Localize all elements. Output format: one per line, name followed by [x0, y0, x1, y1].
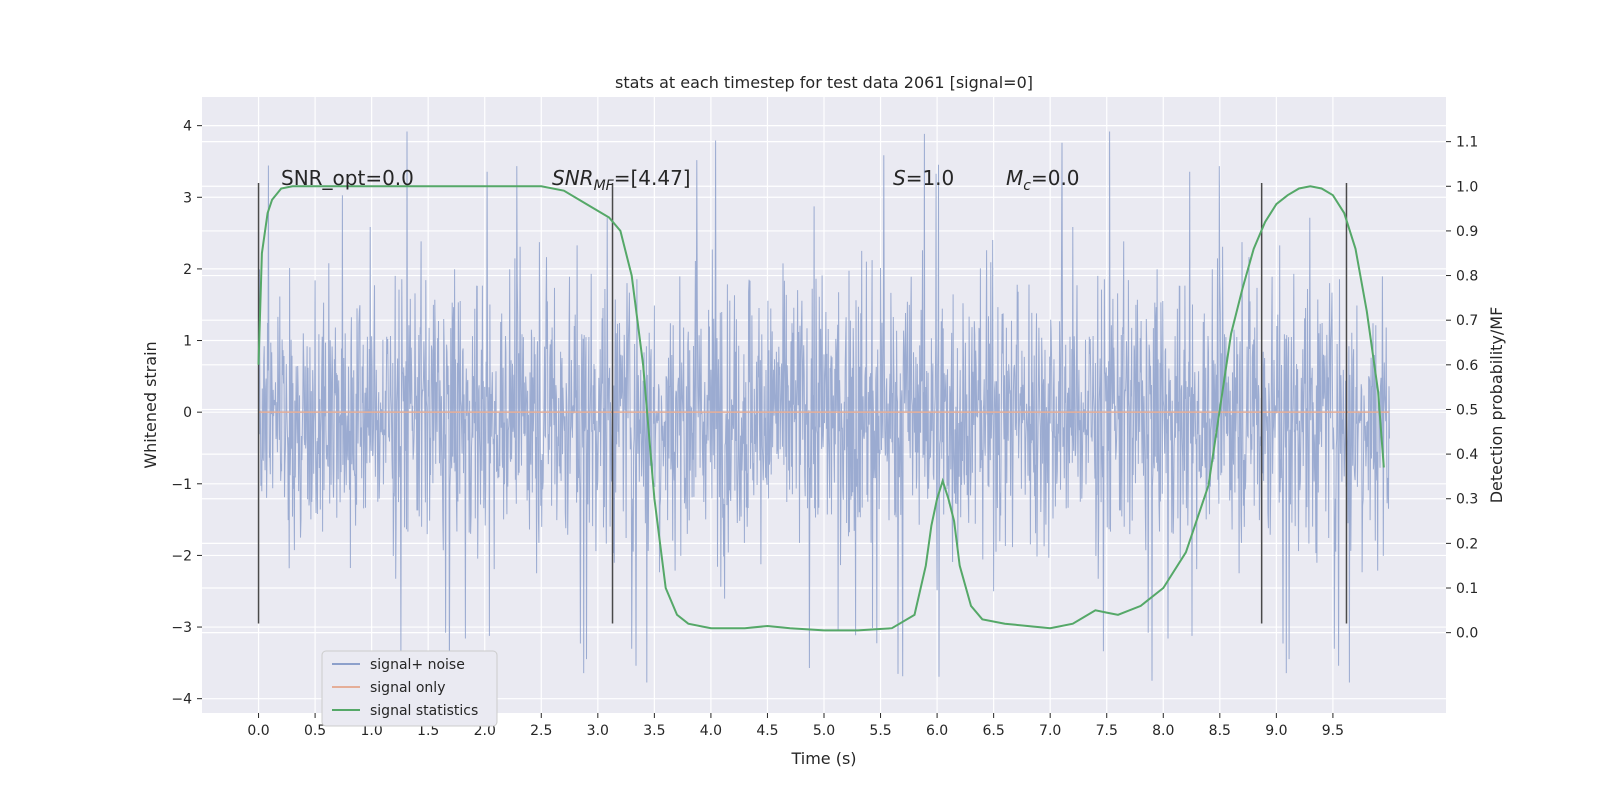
y-tick-label: 3: [183, 190, 192, 206]
y2-tick-label: 0.7: [1456, 313, 1478, 329]
x-tick-label: 2.0: [474, 723, 496, 739]
y-tick-label: −4: [171, 692, 192, 708]
x-tick-label: 1.0: [361, 723, 383, 739]
y2-tick-label: 1.1: [1456, 135, 1478, 151]
annotation-mc-main: M: [1006, 166, 1023, 190]
y2-tick-label: 0.6: [1456, 358, 1478, 374]
x-tick-label: 8.0: [1152, 723, 1174, 739]
x-tick-label: 4.0: [700, 723, 722, 739]
y2-ticks: 1.1 1.0 0.9 0.8 0.7 0.6 0.5 0.4 0.3 0.2 0.1 0.0: [1446, 135, 1478, 642]
y-ticks: 4 3 2 1 0 −1 −2 −3 −4: [171, 119, 202, 708]
y2-tick-label: 0.5: [1456, 402, 1478, 418]
y2-axis-label: Detection probability/MF: [1487, 307, 1506, 504]
x-tick-label: 5.5: [869, 723, 891, 739]
annotation-s-val: =1.0: [906, 166, 955, 190]
x-tick-label: 9.0: [1265, 723, 1287, 739]
x-tick-label: 0.0: [247, 723, 269, 739]
x-tick-label: 3.0: [587, 723, 609, 739]
y2-tick-label: 0.2: [1456, 536, 1478, 552]
y2-tick-label: 0.8: [1456, 269, 1478, 285]
y-axis-label: Whitened strain: [141, 341, 160, 468]
y2-tick-label: 0.0: [1456, 626, 1478, 642]
y2-tick-label: 0.1: [1456, 581, 1478, 597]
y-tick-label: 0: [183, 405, 192, 421]
y-tick-label: −3: [171, 620, 192, 636]
series-signal-statistics: [257, 185, 1385, 632]
legend: signal+ noise signal only signal statist…: [321, 650, 498, 727]
y-tick-label: 1: [183, 334, 192, 350]
legend-label-signal-noise: signal+ noise: [370, 657, 465, 673]
y2-tick-label: 0.3: [1456, 492, 1478, 508]
y2-tick-label: 1.0: [1456, 179, 1478, 195]
x-tick-label: 0.5: [304, 723, 326, 739]
annotation-mc-sub: c: [1023, 178, 1031, 194]
legend-label-signal-statistics: signal statistics: [370, 703, 478, 719]
x-tick-label: 9.5: [1322, 723, 1344, 739]
annotation-mc: Mc=0.0: [1006, 166, 1080, 194]
annotation-snr-mf-val: =[4.47]: [614, 166, 691, 190]
y-tick-label: 2: [183, 262, 192, 278]
marker-lines: [257, 182, 1348, 624]
series-signal-noise: [258, 131, 1390, 683]
annotation-snr-mf: SNRMF=[4.47]: [552, 166, 691, 194]
x-tick-label: 4.5: [756, 723, 778, 739]
x-axis-label: Time (s): [790, 749, 856, 768]
annotation-mc-val: =0.0: [1031, 166, 1080, 190]
x-tick-label: 6.0: [926, 723, 948, 739]
x-ticks: 0.0 0.5 1.0 1.5 2.0 2.5 3.0 3.5 4.0 4.5 5.0 5.5 6.0 6…: [247, 713, 1344, 739]
x-tick-label: 7.0: [1039, 723, 1061, 739]
x-tick-label: 7.5: [1096, 723, 1118, 739]
legend-label-signal-only: signal only: [370, 680, 445, 696]
x-tick-label: 1.5: [417, 723, 439, 739]
y-tick-label: 4: [183, 119, 192, 135]
y2-tick-label: 0.4: [1456, 447, 1478, 463]
y-tick-label: −2: [171, 548, 192, 564]
noise-trace: [258, 131, 1390, 683]
y-tick-label: −1: [171, 477, 192, 493]
x-tick-label: 2.5: [530, 723, 552, 739]
x-tick-label: 8.5: [1209, 723, 1231, 739]
x-tick-label: 3.5: [643, 723, 665, 739]
annotation-s-main: S: [893, 166, 906, 190]
annotation-snr-opt: SNR_opt=0.0: [281, 166, 414, 190]
x-tick-label: 5.0: [813, 723, 835, 739]
annotation-snr-mf-sub: MF: [594, 178, 615, 194]
annotation-s: S=1.0: [893, 166, 954, 190]
legend-box: [321, 650, 498, 727]
annotation-snr-mf-main: SNR: [552, 166, 594, 190]
y2-tick-label: 0.9: [1456, 224, 1478, 240]
x-tick-label: 6.5: [983, 723, 1005, 739]
chart-title: stats at each timestep for test data 206…: [615, 73, 1033, 92]
